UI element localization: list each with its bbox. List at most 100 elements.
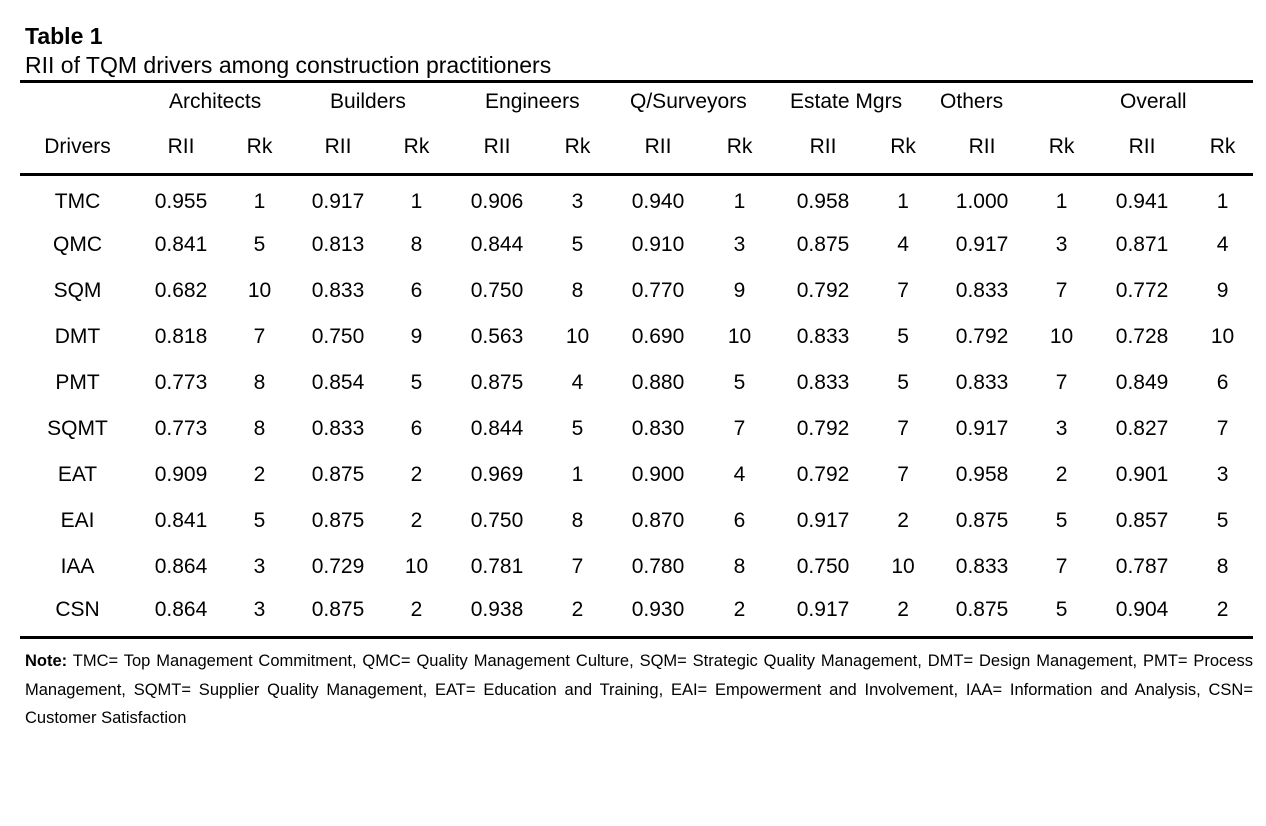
driver-cell: PMT (55, 371, 100, 394)
sub-header-row: Drivers RII Rk RII Rk RII Rk RII Rk RII … (20, 121, 1254, 176)
rank-cell: 8 (733, 555, 746, 578)
rii-cell: 0.833 (311, 417, 365, 440)
rii-cell: 0.830 (631, 417, 685, 440)
rii-cell: 0.827 (1115, 417, 1169, 440)
rii-header: RII (610, 121, 707, 176)
rank-header: Rk (1192, 121, 1254, 176)
rank-cell: 1 (253, 190, 266, 213)
rank-cell: 4 (897, 233, 909, 256)
rank-cell: 3 (1216, 463, 1229, 486)
rii-cell: 0.750 (470, 279, 524, 302)
rank-cell: 2 (897, 509, 909, 532)
driver-cell: EAI (60, 509, 95, 532)
group-header: Others (940, 90, 1004, 113)
rank-cell: 8 (410, 233, 423, 256)
rii-cell: 0.750 (796, 555, 850, 578)
table-row: IAA 0.864 3 0.729 10 0.781 7 0.780 8 0.750 10 0.833… (20, 544, 1253, 590)
rank-cell: 10 (404, 555, 429, 578)
rii-cell: 0.958 (796, 190, 850, 213)
rii-cell: 0.833 (955, 371, 1009, 394)
rii-cell: 0.833 (311, 279, 365, 302)
rank-header: Rk (545, 121, 611, 176)
rank-cell: 6 (733, 509, 746, 532)
rii-cell: 0.844 (470, 233, 524, 256)
rii-cell: 0.770 (631, 279, 685, 302)
rii-cell: 0.787 (1115, 555, 1169, 578)
rii-cell: 0.818 (154, 325, 208, 348)
rii-cell: 0.773 (154, 371, 208, 394)
rii-cell: 0.969 (470, 463, 524, 486)
rank-cell: 8 (571, 509, 584, 532)
rii-cell: 0.780 (631, 555, 685, 578)
rank-header: Rk (384, 121, 450, 176)
rank-header: Rk (1031, 121, 1093, 176)
driver-cell: TMC (54, 190, 101, 213)
rii-cell: 0.864 (154, 598, 208, 621)
rii-cell: 0.906 (470, 190, 524, 213)
group-header: Estate Mgrs (790, 90, 903, 113)
rii-cell: 0.904 (1115, 598, 1169, 621)
rii-cell: 0.728 (1115, 325, 1169, 348)
rii-cell: 0.750 (470, 509, 524, 532)
rii-cell: 0.917 (796, 509, 850, 532)
note-text: TMC= Top Management Commitment, QMC= Qua… (25, 652, 1253, 727)
rank-cell: 10 (247, 279, 272, 302)
rii-cell: 0.841 (154, 509, 208, 532)
rank-cell: 5 (733, 371, 746, 394)
table-body: TMC 0.955 1 0.917 1 0.906 3 0.940 1 0.958 1 1.000 1 0… (20, 175, 1253, 638)
rank-cell: 7 (733, 417, 746, 440)
rank-cell: 5 (571, 233, 584, 256)
group-header: Q/Surveyors (630, 90, 747, 113)
rank-cell: 1 (1055, 190, 1068, 213)
rank-cell: 5 (410, 371, 423, 394)
rank-cell: 2 (410, 598, 423, 621)
rank-cell: 8 (253, 417, 266, 440)
rii-cell: 0.729 (311, 555, 365, 578)
table-label: Table 1 (25, 23, 103, 49)
note-label: Note: (25, 652, 68, 670)
rank-cell: 4 (571, 371, 584, 394)
rii-table: Architects Builders Engineers Q/Surveyor… (20, 80, 1254, 639)
rii-header: RII (292, 121, 385, 176)
rii-cell: 0.871 (1115, 233, 1169, 256)
rank-cell: 2 (253, 463, 266, 486)
rank-cell: 9 (733, 279, 746, 302)
table-container: Table 1 RII of TQM drivers among constru… (20, 22, 1254, 733)
rank-cell: 1 (733, 190, 746, 213)
rii-cell: 0.772 (1115, 279, 1169, 302)
rank-cell: 2 (733, 598, 746, 621)
driver-cell: EAT (57, 463, 98, 486)
rank-cell: 5 (571, 417, 584, 440)
rank-header: Rk (873, 121, 934, 176)
rank-cell: 10 (1210, 325, 1235, 348)
rii-cell: 0.917 (955, 417, 1009, 440)
table-row: CSN 0.864 3 0.875 2 0.938 2 0.930 2 0.917 2 0.875 5 0… (20, 590, 1253, 638)
rank-header: Rk (227, 121, 293, 176)
rank-cell: 7 (1055, 555, 1068, 578)
group-header-empty (20, 82, 135, 122)
rank-cell: 2 (1216, 598, 1229, 621)
rank-cell: 7 (897, 279, 909, 302)
rank-cell: 2 (410, 509, 423, 532)
table-row: SQMT 0.773 8 0.833 6 0.844 5 0.830 7 0.792 7 0.917 3… (20, 406, 1253, 452)
rii-cell: 0.901 (1115, 463, 1169, 486)
rii-cell: 0.875 (311, 598, 365, 621)
rank-cell: 10 (565, 325, 590, 348)
rii-header: RII (449, 121, 546, 176)
rii-cell: 0.917 (796, 598, 850, 621)
rank-cell: 1 (410, 190, 423, 213)
rank-cell: 1 (571, 463, 584, 486)
rank-cell: 5 (253, 509, 266, 532)
rank-cell: 5 (897, 325, 909, 348)
rii-cell: 0.792 (796, 417, 850, 440)
rank-cell: 8 (571, 279, 584, 302)
table-row: EAI 0.841 5 0.875 2 0.750 8 0.870 6 0.917 2 0.875 5 0… (20, 498, 1253, 544)
rank-cell: 9 (410, 325, 423, 348)
drivers-header: Drivers (20, 121, 135, 176)
rank-cell: 5 (1216, 509, 1229, 532)
rank-cell: 7 (897, 417, 909, 440)
rank-cell: 3 (253, 555, 266, 578)
rii-cell: 0.841 (154, 233, 208, 256)
rank-cell: 6 (410, 417, 423, 440)
rank-cell: 7 (1055, 279, 1068, 302)
